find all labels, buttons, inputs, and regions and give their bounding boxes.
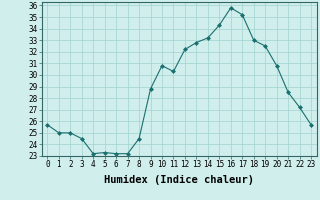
X-axis label: Humidex (Indice chaleur): Humidex (Indice chaleur) [104,175,254,185]
